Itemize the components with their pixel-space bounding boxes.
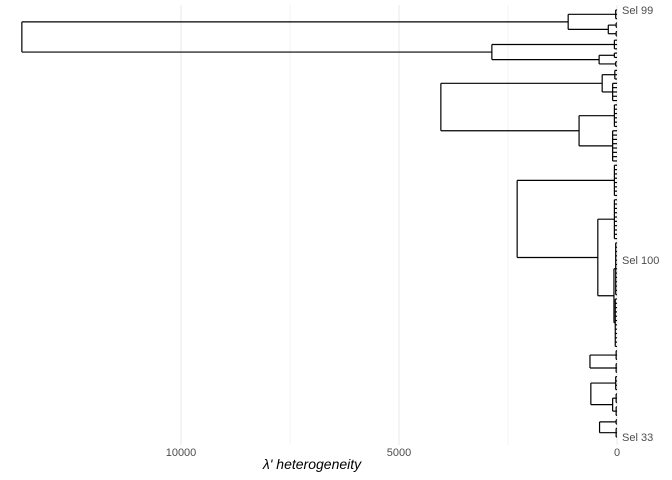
dendrogram-branches: [21, 9, 617, 438]
x-tick-label: 5000: [387, 447, 411, 459]
x-tick-label: 10000: [166, 447, 197, 459]
grid-lines: [180, 5, 618, 445]
leaf-labels: Sel 99 Sel 100 Sel 33: [622, 5, 659, 444]
leaf-label: Sel 99: [622, 5, 653, 17]
leaf-label: Sel 33: [622, 432, 653, 444]
x-tick-label: 0: [614, 447, 620, 459]
x-axis-ticks: 10000 5000 0: [166, 447, 620, 459]
leaf-label: Sel 100: [622, 255, 659, 267]
x-axis-title: λ' heterogeneity: [262, 456, 362, 472]
